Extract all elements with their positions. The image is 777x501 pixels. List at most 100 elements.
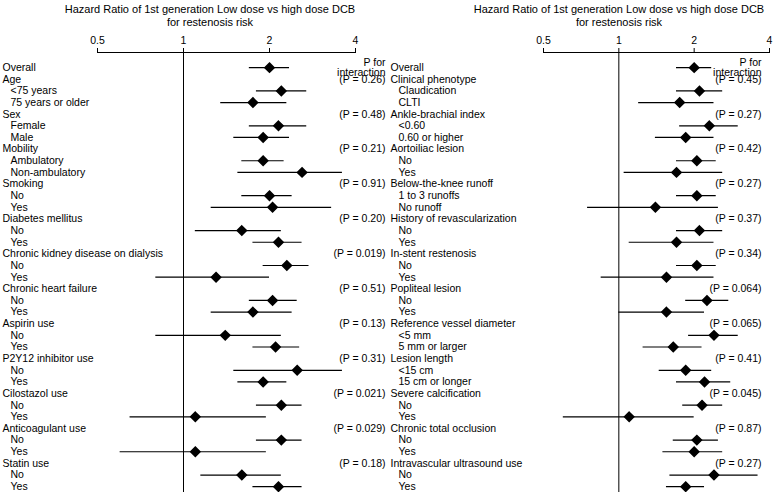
svg-text:(P = 0.019): (P = 0.019) bbox=[333, 247, 385, 259]
svg-text:No: No bbox=[11, 189, 25, 201]
svg-text:Below-the-knee runoff: Below-the-knee runoff bbox=[391, 177, 494, 189]
svg-text:(P = 0.41): (P = 0.41) bbox=[715, 352, 761, 364]
svg-text:Ambulatory: Ambulatory bbox=[11, 154, 65, 166]
svg-text:0.5: 0.5 bbox=[536, 34, 551, 46]
svg-text:No: No bbox=[399, 259, 413, 271]
svg-text:(P = 0.065): (P = 0.065) bbox=[709, 317, 761, 329]
svg-text:(P = 0.27): (P = 0.27) bbox=[715, 177, 761, 189]
svg-text:CLTI: CLTI bbox=[399, 96, 421, 108]
svg-text:Chronic kidney disease on dial: Chronic kidney disease on dialysis bbox=[3, 247, 164, 259]
svg-text:Chronic heart failure: Chronic heart failure bbox=[3, 282, 98, 294]
svg-text:Yes: Yes bbox=[11, 305, 28, 317]
svg-text:Yes: Yes bbox=[11, 236, 28, 248]
svg-text:<5 mm: <5 mm bbox=[399, 329, 432, 341]
svg-text:Smoking: Smoking bbox=[3, 177, 44, 189]
svg-text:Cilostazol use: Cilostazol use bbox=[3, 387, 69, 399]
svg-text:Yes: Yes bbox=[11, 201, 28, 213]
svg-text:<15 cm: <15 cm bbox=[399, 364, 434, 376]
svg-text:No: No bbox=[399, 433, 413, 445]
svg-text:(P = 0.13): (P = 0.13) bbox=[339, 317, 385, 329]
svg-text:75 years or older: 75 years or older bbox=[11, 96, 90, 108]
svg-text:In-stent restenosis: In-stent restenosis bbox=[391, 247, 477, 259]
svg-text:(P = 0.064): (P = 0.064) bbox=[709, 282, 761, 294]
svg-text:Yes: Yes bbox=[11, 410, 28, 422]
svg-text:P forinteraction: P forinteraction bbox=[713, 56, 762, 79]
svg-text:Yes: Yes bbox=[11, 375, 28, 387]
svg-text:(P = 0.27): (P = 0.27) bbox=[715, 457, 761, 469]
svg-text:15 cm or longer: 15 cm or longer bbox=[399, 375, 472, 387]
svg-text:(P = 0.51): (P = 0.51) bbox=[339, 282, 385, 294]
svg-text:Reference vessel diameter: Reference vessel diameter bbox=[391, 317, 516, 329]
svg-text:Yes: Yes bbox=[11, 445, 28, 457]
svg-text:Sex: Sex bbox=[3, 108, 22, 120]
svg-text:No: No bbox=[11, 329, 25, 341]
svg-text:No: No bbox=[11, 399, 25, 411]
svg-text:Yes: Yes bbox=[11, 480, 28, 492]
svg-text:Anticoagulant use: Anticoagulant use bbox=[3, 422, 87, 434]
svg-text:(P = 0.87): (P = 0.87) bbox=[715, 422, 761, 434]
svg-text:P forinteraction: P forinteraction bbox=[337, 56, 386, 79]
svg-text:Popliteal lesion: Popliteal lesion bbox=[391, 282, 462, 294]
svg-text:1 to 3 runoffs: 1 to 3 runoffs bbox=[399, 189, 460, 201]
svg-text:(P = 0.31): (P = 0.31) bbox=[339, 352, 385, 364]
svg-text:No runoff: No runoff bbox=[399, 201, 442, 213]
svg-text:(P = 0.48): (P = 0.48) bbox=[339, 108, 385, 120]
svg-text:Chronic total occlusion: Chronic total occlusion bbox=[391, 422, 497, 434]
svg-text:0.5: 0.5 bbox=[90, 34, 105, 46]
svg-text:Lesion length: Lesion length bbox=[391, 352, 454, 364]
svg-text:(P = 0.34): (P = 0.34) bbox=[715, 247, 761, 259]
svg-text:Non-ambulatory: Non-ambulatory bbox=[11, 166, 86, 178]
svg-text:(P = 0.91): (P = 0.91) bbox=[339, 177, 385, 189]
svg-text:4: 4 bbox=[353, 34, 359, 46]
svg-text:1: 1 bbox=[181, 34, 187, 46]
svg-text:Mobility: Mobility bbox=[3, 142, 39, 154]
svg-text:<0.60: <0.60 bbox=[399, 119, 426, 131]
svg-text:No: No bbox=[11, 224, 25, 236]
svg-text:P2Y12 inhibitor use: P2Y12 inhibitor use bbox=[3, 352, 94, 364]
svg-text:(P = 0.27): (P = 0.27) bbox=[715, 108, 761, 120]
svg-text:Overall: Overall bbox=[3, 61, 36, 73]
svg-text:Intravascular ultrasound use: Intravascular ultrasound use bbox=[391, 457, 523, 469]
svg-text:(P = 0.42): (P = 0.42) bbox=[715, 142, 761, 154]
svg-text:0.60 or higher: 0.60 or higher bbox=[399, 131, 464, 143]
svg-text:Female: Female bbox=[11, 119, 46, 131]
svg-text:Male: Male bbox=[11, 131, 34, 143]
svg-text:1: 1 bbox=[616, 34, 622, 46]
svg-text:2: 2 bbox=[691, 34, 697, 46]
svg-text:Age: Age bbox=[3, 73, 22, 85]
svg-text:Diabetes mellitus: Diabetes mellitus bbox=[3, 212, 83, 224]
svg-text:No: No bbox=[11, 294, 25, 306]
svg-text:No: No bbox=[11, 364, 25, 376]
svg-text:No: No bbox=[11, 433, 25, 445]
svg-text:(P = 0.18): (P = 0.18) bbox=[339, 457, 385, 469]
svg-text:No: No bbox=[399, 399, 413, 411]
svg-text:(P = 0.029): (P = 0.029) bbox=[333, 422, 385, 434]
svg-text:Yes: Yes bbox=[399, 410, 416, 422]
svg-text:No: No bbox=[399, 154, 413, 166]
svg-text:Yes: Yes bbox=[399, 445, 416, 457]
svg-text:<75 years: <75 years bbox=[11, 84, 57, 96]
svg-text:Claudication: Claudication bbox=[399, 84, 457, 96]
svg-text:(P = 0.045): (P = 0.045) bbox=[709, 387, 761, 399]
svg-text:Clinical phenotype: Clinical phenotype bbox=[391, 73, 477, 85]
svg-text:History of revascularization: History of revascularization bbox=[391, 212, 517, 224]
svg-text:(P = 0.21): (P = 0.21) bbox=[339, 142, 385, 154]
svg-text:2: 2 bbox=[267, 34, 273, 46]
svg-text:Overall: Overall bbox=[391, 61, 424, 73]
svg-text:Aortoiliac lesion: Aortoiliac lesion bbox=[391, 142, 465, 154]
svg-text:Statin use: Statin use bbox=[3, 457, 50, 469]
svg-text:Yes: Yes bbox=[399, 305, 416, 317]
svg-text:(P = 0.021): (P = 0.021) bbox=[333, 387, 385, 399]
svg-text:No: No bbox=[11, 468, 25, 480]
svg-text:No: No bbox=[11, 259, 25, 271]
svg-text:Aspirin use: Aspirin use bbox=[3, 317, 55, 329]
svg-text:Ankle-brachial index: Ankle-brachial index bbox=[391, 108, 486, 120]
svg-text:No: No bbox=[399, 468, 413, 480]
svg-text:5 mm or larger: 5 mm or larger bbox=[399, 340, 468, 352]
svg-text:(P = 0.37): (P = 0.37) bbox=[715, 212, 761, 224]
svg-text:Severe calcification: Severe calcification bbox=[391, 387, 482, 399]
svg-text:(P = 0.20): (P = 0.20) bbox=[339, 212, 385, 224]
svg-text:No: No bbox=[399, 224, 413, 236]
svg-text:Yes: Yes bbox=[399, 236, 416, 248]
svg-text:Yes: Yes bbox=[11, 271, 28, 283]
